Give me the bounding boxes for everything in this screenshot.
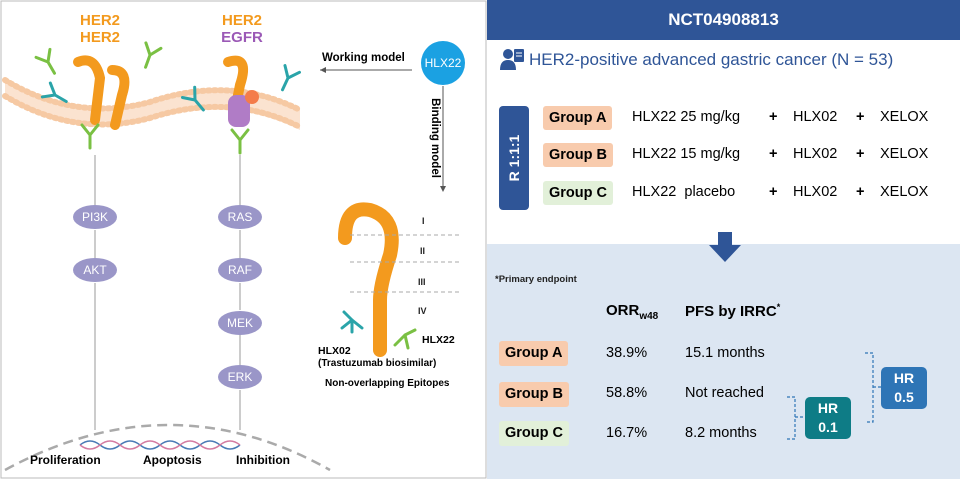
- hlx22-circle: [421, 41, 465, 85]
- hr-b-vs-c-value: 0.1: [818, 419, 838, 435]
- down-arrow-icon: [709, 232, 741, 262]
- trial-panel: NCT04908813 HER2-positive advanced gastr…: [487, 0, 960, 479]
- her2-egfr-receptor: [223, 55, 259, 127]
- results-panel: *Primary endpoint ORRw48 PFS by IRRC* Gr…: [487, 232, 960, 479]
- epitope-i: I: [422, 216, 425, 226]
- node-akt: AKT: [83, 263, 107, 277]
- outcome-proliferation: Proliferation: [30, 453, 101, 467]
- binding-model-arrow: [440, 86, 446, 192]
- mechanism-illustration: [0, 0, 487, 479]
- node-mek: MEK: [226, 316, 253, 330]
- her2-binding-structure: [338, 202, 460, 357]
- left-panel-border: [0, 0, 487, 479]
- result-b-orr: 58.8%: [606, 385, 648, 401]
- patient-icon: [500, 49, 524, 70]
- pathway-nodes: [73, 205, 262, 389]
- arm-b-plus2: +: [856, 146, 865, 162]
- result-c-label: Group C: [499, 421, 569, 446]
- orr-header-text: ORR: [606, 302, 640, 319]
- arm-a-drug2: HLX02: [793, 109, 838, 125]
- arm-a-plus1: +: [769, 109, 778, 125]
- her2-her2-receptor: [73, 55, 130, 130]
- receptor-label-1-line2: HER2: [79, 29, 120, 46]
- hr-box-a-vs-c: HR 0.5: [881, 367, 927, 409]
- hlx22-circle-label: HLX22: [424, 56, 462, 70]
- arm-c-plus1: +: [769, 184, 778, 200]
- epitope-ii: II: [420, 246, 426, 256]
- node-ras: RAS: [227, 210, 253, 224]
- result-c-pfs: 8.2 months: [685, 425, 757, 441]
- label-hlx22: HLX22: [422, 334, 455, 346]
- result-b-label: Group B: [499, 382, 569, 407]
- hr-box-b-vs-c: HR 0.1: [805, 397, 851, 439]
- randomization-box: R 1:1:1: [499, 106, 529, 210]
- result-b-pfs: Not reached: [685, 385, 764, 401]
- pfs-header-text: PFS by IRRC: [685, 303, 777, 320]
- receptor-label-1-line1: HER2: [79, 12, 120, 29]
- arm-b-drug3: XELOX: [880, 146, 929, 162]
- population-title: HER2-positive advanced gastric cancer (N…: [529, 50, 894, 69]
- arm-c-plus2: +: [856, 184, 865, 200]
- orr-header: ORRw48: [606, 302, 658, 322]
- hr-b-vs-c-label: HR: [817, 400, 839, 416]
- arm-a-drug3: XELOX: [880, 109, 929, 125]
- antibodies: [34, 41, 301, 155]
- arm-a-dose: HLX22 25 mg/kg: [632, 109, 741, 125]
- arm-c-drug3: XELOX: [880, 184, 929, 200]
- result-a-label: Group A: [499, 341, 569, 366]
- label-hlx02: HLX02: [318, 345, 351, 357]
- pathway-lines: [94, 155, 241, 430]
- hr-a-vs-c-value: 0.5: [894, 389, 914, 405]
- comparison-brackets: [787, 352, 881, 440]
- node-erk: ERK: [227, 370, 253, 384]
- cell-membrane: [2, 77, 303, 130]
- result-c-orr: 16.7%: [606, 425, 648, 441]
- pfs-header-star: *: [776, 302, 781, 312]
- arm-c-label: Group C: [543, 181, 613, 205]
- arm-b-drug2: HLX02: [793, 146, 838, 162]
- binding-model-label: Binding model: [428, 98, 441, 178]
- node-pi3k: PI3K: [81, 210, 108, 224]
- receptor-label-1: HER2 HER2: [70, 12, 130, 46]
- node-raf: RAF: [228, 263, 252, 277]
- endpoint-note: *Primary endpoint: [495, 274, 577, 285]
- orr-header-sub: w48: [639, 311, 659, 322]
- arm-c-dose: HLX22 placebo: [632, 184, 736, 200]
- trial-id-banner: NCT04908813: [487, 0, 960, 40]
- arm-a-label: Group A: [543, 106, 613, 130]
- receptor-label-2: HER2 EGFR: [212, 12, 272, 46]
- receptor-label-2-line1: HER2: [221, 12, 262, 29]
- arm-b-dose: HLX22 15 mg/kg: [632, 146, 741, 162]
- randomization-label: R 1:1:1: [506, 134, 522, 182]
- mechanism-panel: HER2 HER2 HER2 EGFR PI3K AKT RAS RAF MEK…: [0, 0, 487, 479]
- epitope-caption: Non-overlapping Epitopes: [325, 378, 450, 389]
- label-hlx02-sub: (Trastuzumab biosimilar): [318, 358, 437, 369]
- working-model-label: Working model: [322, 52, 405, 64]
- working-model-arrow: [320, 67, 412, 73]
- outcome-apoptosis: Apoptosis: [143, 453, 202, 467]
- arm-b-plus1: +: [769, 146, 778, 162]
- epitope-iii: III: [418, 277, 426, 287]
- receptor-label-2-line2: EGFR: [221, 29, 263, 46]
- nucleus-membrane: [4, 423, 331, 472]
- result-a-pfs: 15.1 months: [685, 345, 765, 361]
- arm-b-label: Group B: [543, 143, 613, 167]
- arm-c-drug2: HLX02: [793, 184, 838, 200]
- arm-a-plus2: +: [856, 109, 865, 125]
- result-a-orr: 38.9%: [606, 345, 648, 361]
- dna-strand: [79, 440, 241, 450]
- epitope-iv: IV: [418, 306, 427, 316]
- outcome-inhibition: Inhibition: [236, 453, 290, 467]
- hr-a-vs-c-label: HR: [893, 370, 915, 386]
- pfs-header: PFS by IRRC*: [685, 302, 780, 320]
